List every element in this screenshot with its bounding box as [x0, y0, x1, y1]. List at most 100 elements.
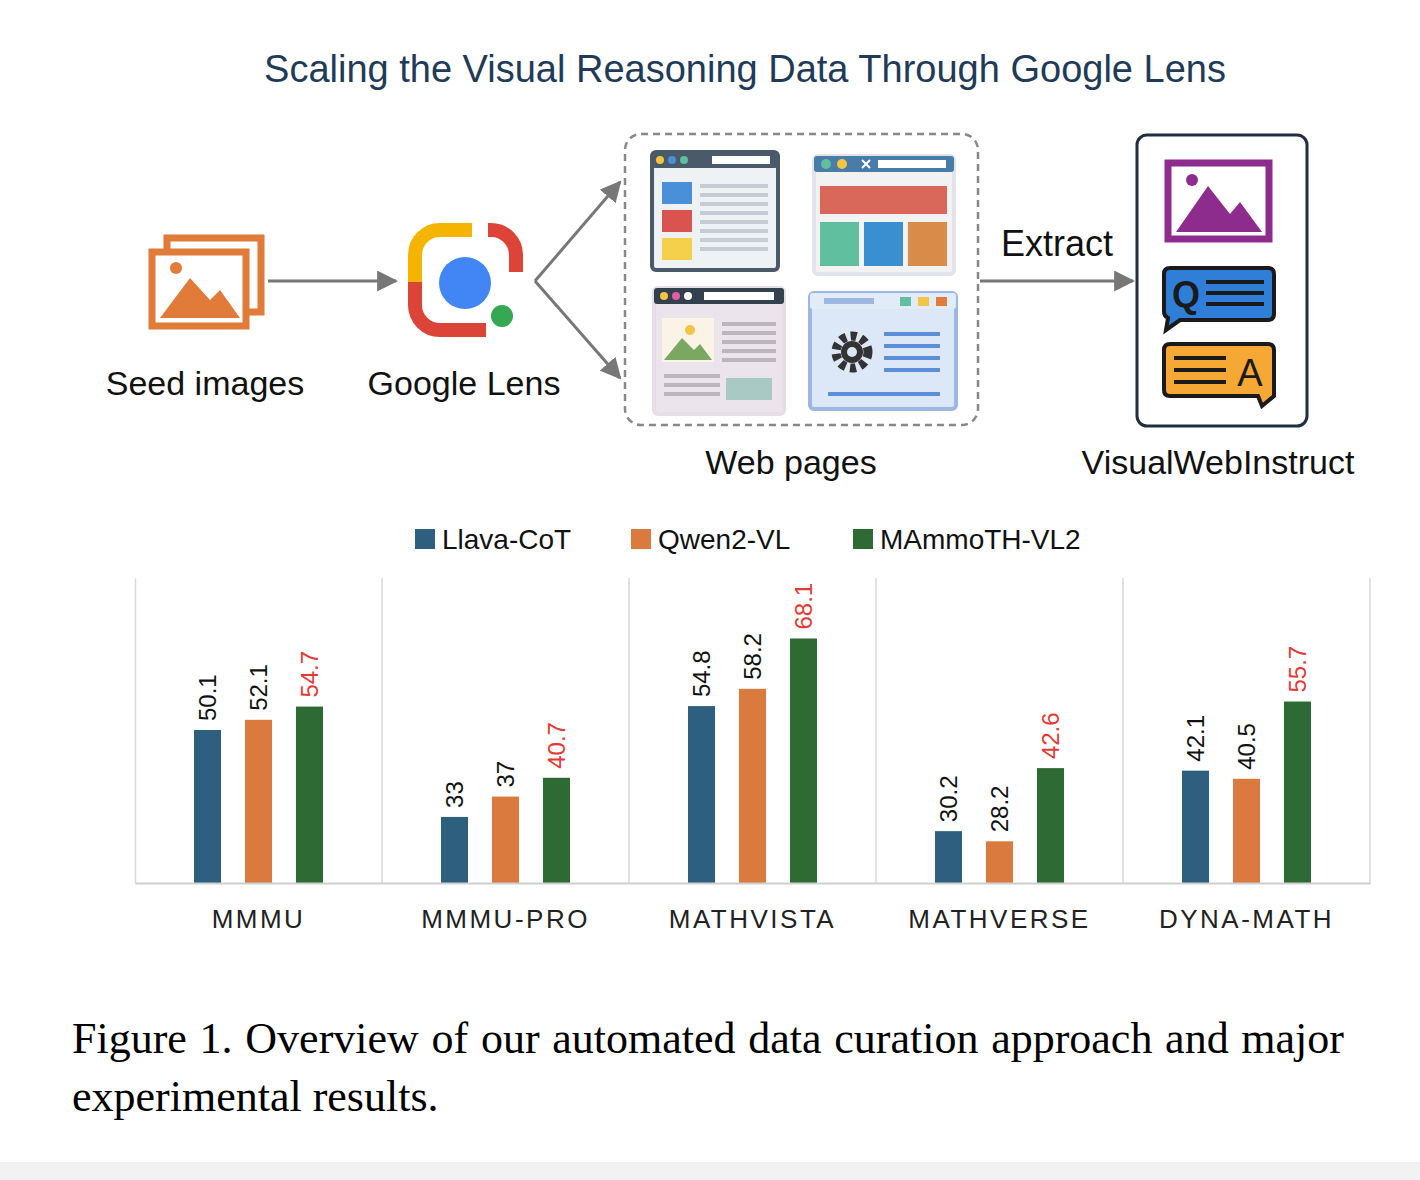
icon-part	[664, 374, 720, 378]
legend-swatch	[415, 529, 435, 549]
icon-part	[1174, 356, 1226, 360]
dataset-box	[1137, 135, 1307, 426]
icon-part	[1206, 280, 1264, 284]
icon-part	[814, 156, 954, 172]
separator	[875, 578, 877, 883]
icon-part	[814, 156, 954, 274]
data-label: 68.1	[790, 583, 817, 630]
web-page-icon	[810, 293, 956, 409]
bar	[739, 689, 766, 883]
icon-part	[722, 331, 776, 335]
icon-part	[847, 347, 857, 357]
icon-part	[836, 336, 868, 368]
y-axis-line	[135, 579, 137, 884]
data-labels: 50.13354.830.242.152.13758.228.240.554.7…	[194, 583, 1311, 833]
footer-strip	[0, 1162, 1420, 1180]
icon-part	[491, 305, 513, 327]
icon-part	[884, 332, 940, 336]
icon-part	[652, 152, 778, 270]
diagram: Scaling the Visual Reasoning Data Throug…	[106, 48, 1355, 481]
node-label: Google Lens	[368, 364, 561, 402]
x-tick-label: DYNA-MATH	[1159, 904, 1334, 934]
bar	[1182, 771, 1209, 883]
icon-part	[884, 356, 940, 360]
separator	[1369, 578, 1371, 883]
chart: Llava-CoTQwen2-VLMAmmoTH-VL250.13354.830…	[136, 524, 1371, 934]
icon-part	[908, 222, 947, 266]
icon-part	[662, 318, 714, 362]
data-label: 42.1	[1182, 715, 1209, 762]
icon-part	[722, 349, 776, 353]
icon-text: A	[1237, 352, 1263, 394]
x-tick: MATHVERSE	[908, 883, 1090, 934]
icon-part	[878, 160, 946, 168]
web-pages-box	[625, 134, 978, 425]
data-label: 54.8	[688, 650, 715, 697]
x-tick: MMMU	[212, 883, 306, 934]
icon-part	[662, 182, 692, 204]
icon-part	[654, 288, 784, 414]
legend: Llava-CoTQwen2-VLMAmmoTH-VL2	[415, 524, 1081, 555]
data-label: 33	[441, 781, 468, 808]
x-tick-label: MMMU-PRO	[421, 904, 590, 934]
icon-part	[936, 297, 947, 306]
seed-images-icon	[152, 238, 261, 326]
icon-part	[664, 338, 712, 360]
icon-part	[660, 292, 668, 300]
icon-part	[680, 156, 688, 164]
bar	[492, 797, 519, 883]
icon-part	[152, 252, 246, 326]
icon-part	[810, 293, 956, 309]
icon-part	[1186, 174, 1198, 186]
bar	[935, 831, 962, 883]
arrow	[980, 280, 1133, 283]
bar	[986, 841, 1013, 883]
web-page-icon	[814, 156, 954, 274]
icon-part	[700, 184, 768, 188]
bar	[1037, 768, 1064, 883]
icon-part	[1168, 163, 1269, 239]
x-tick: DYNA-MATH	[1159, 883, 1334, 934]
icon-part	[1164, 268, 1274, 330]
icon-part	[864, 222, 903, 266]
icon-part	[1206, 302, 1264, 306]
icon-part	[900, 297, 911, 306]
node-label: VisualWebInstruct	[1082, 443, 1355, 481]
icon-part	[700, 229, 768, 233]
icon-part	[700, 247, 768, 251]
bar	[543, 778, 570, 883]
separator	[1122, 578, 1124, 883]
icon-part	[160, 278, 240, 318]
icon-part	[704, 292, 774, 300]
icon-part	[820, 186, 947, 214]
icon-part	[439, 257, 491, 309]
icon-part	[664, 392, 720, 396]
data-label: 42.6	[1037, 712, 1064, 759]
icon-part	[722, 322, 776, 326]
separator	[381, 578, 383, 883]
x-axis-line	[136, 883, 1371, 885]
icon-part	[685, 325, 695, 335]
legend-label: Qwen2-VL	[658, 524, 790, 555]
data-label: 28.2	[986, 786, 1013, 833]
data-label: 40.7	[543, 722, 570, 769]
icon-part	[662, 238, 692, 260]
icon-part	[918, 297, 929, 306]
separator	[628, 578, 630, 883]
icon-part	[820, 222, 859, 266]
web-page-icon	[654, 288, 784, 414]
legend-swatch	[853, 529, 873, 549]
web-page-icon	[652, 152, 778, 270]
icon-part	[862, 160, 870, 168]
caption: Figure 1. Overview of our automated data…	[72, 1010, 1344, 1126]
y-axis	[135, 579, 136, 884]
icon-part	[664, 383, 720, 387]
icon-part	[1174, 368, 1226, 372]
icon-part	[712, 156, 770, 164]
dataset-icons: QA	[1164, 163, 1274, 406]
icon-part	[837, 159, 847, 169]
x-axis: MMMUMMMU-PROMATHVISTAMATHVERSEDYNA-MATH	[136, 883, 1371, 934]
icon-part	[1164, 344, 1274, 406]
icon-part	[726, 378, 772, 400]
icon-part	[824, 298, 874, 304]
